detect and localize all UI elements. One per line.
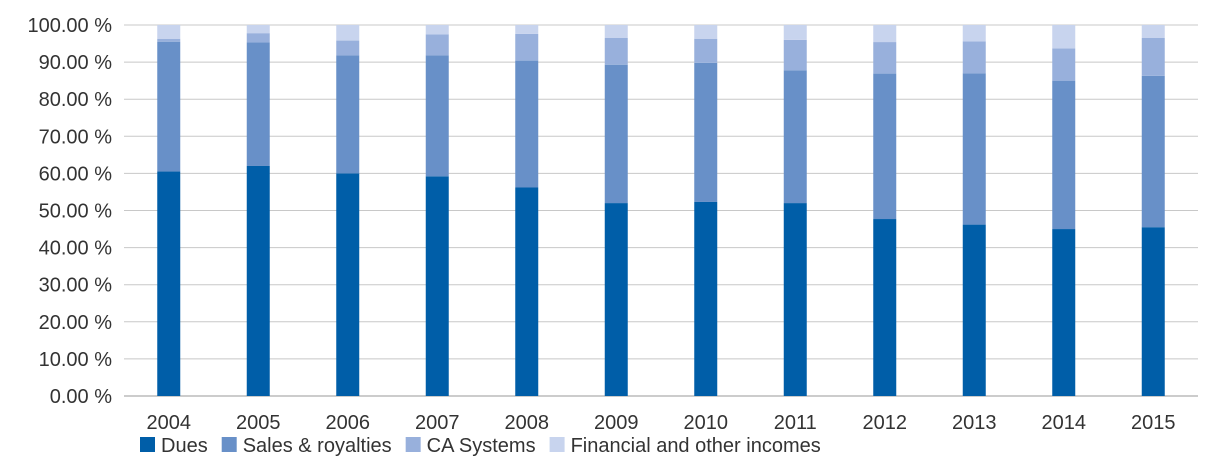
bar-segment — [425, 176, 449, 396]
bar-segment — [1052, 25, 1076, 49]
x-tick-label: 2014 — [1042, 412, 1087, 434]
y-tick-label: 10.00 % — [39, 349, 113, 371]
bar-segment — [157, 41, 181, 172]
bar-segment — [1141, 25, 1165, 38]
legend: Dues Sales & royalties CA Systems Financial… — [140, 435, 821, 457]
bar-segment — [604, 203, 628, 396]
x-tick-label: 2011 — [774, 412, 817, 434]
x-tick-label: 2009 — [594, 412, 639, 434]
bar-segment — [1052, 80, 1076, 230]
y-axis-ticks: 0.00 % 10.00 % 20.00 % 30.00 % 40.00 % 50.00 … — [27, 15, 112, 408]
bar-segment — [962, 25, 986, 42]
bar-segment — [873, 219, 897, 396]
bar-segment — [157, 25, 181, 39]
bar-segment — [1052, 229, 1076, 396]
bars-layer — [157, 25, 1165, 396]
x-tick-label: 2004 — [147, 412, 192, 434]
y-tick-label: 80.00 % — [39, 89, 113, 111]
bar-segment — [425, 25, 449, 35]
bar-segment — [246, 25, 270, 34]
bar-segment — [783, 203, 807, 396]
y-tick-label: 60.00 % — [39, 163, 113, 185]
legend-label: CA Systems — [427, 435, 536, 457]
bar-segment — [962, 224, 986, 396]
bar-segment — [604, 25, 628, 38]
bar-segment — [246, 33, 270, 43]
x-tick-label: 2005 — [236, 412, 281, 434]
grid-layer — [124, 24, 1198, 397]
bar-segment — [604, 64, 628, 204]
legend-swatch — [405, 437, 421, 452]
bar-segment — [246, 165, 270, 396]
legend-swatch — [221, 437, 237, 452]
y-tick-label: 40.00 % — [39, 238, 113, 260]
x-tick-label: 2015 — [1131, 412, 1176, 434]
bar-segment — [783, 25, 807, 40]
bar-segment — [694, 25, 718, 39]
bar-segment — [425, 34, 449, 56]
legend-label: Financial and other incomes — [571, 435, 821, 457]
y-tick-label: 50.00 % — [39, 201, 113, 223]
legend-label: Sales & royalties — [243, 435, 392, 457]
bar-segment — [873, 73, 897, 220]
bar-segment — [515, 60, 539, 188]
bar-segment — [336, 25, 360, 41]
bar-segment — [604, 37, 628, 65]
y-tick-label: 30.00 % — [39, 275, 113, 297]
bar-segment — [873, 42, 897, 74]
bar-segment — [336, 173, 360, 396]
bar-segment — [515, 25, 539, 34]
x-tick-label: 2012 — [863, 412, 908, 434]
bar-segment — [962, 41, 986, 74]
bar-segment — [783, 39, 807, 71]
bar-segment — [1141, 37, 1165, 76]
bar-segment — [336, 40, 360, 56]
y-tick-label: 70.00 % — [39, 126, 113, 148]
y-tick-label: 0.00 % — [50, 386, 112, 408]
bar-segment — [962, 73, 986, 225]
bar-segment — [694, 38, 718, 63]
bar-segment — [1141, 227, 1165, 396]
legend-swatch — [549, 437, 565, 452]
bar-segment — [336, 55, 360, 174]
y-tick-label: 100.00 % — [27, 15, 112, 37]
x-axis-ticks: 2004 2005 2006 2007 2008 2009 2010 2011 2012 2013… — [147, 412, 1176, 434]
bar-segment — [157, 171, 181, 396]
bar-segment — [873, 25, 897, 43]
bar-segment — [783, 70, 807, 204]
x-tick-label: 2013 — [952, 412, 997, 434]
bar-segment — [694, 201, 718, 396]
bar-segment — [246, 42, 270, 166]
bar-segment — [1052, 48, 1076, 81]
bar-segment — [157, 38, 181, 42]
legend-label: Dues — [161, 435, 208, 457]
bar-segment — [515, 33, 539, 61]
y-tick-label: 90.00 % — [39, 52, 113, 74]
x-tick-label: 2007 — [415, 412, 460, 434]
y-tick-label: 20.00 % — [39, 312, 113, 334]
bar-segment — [515, 187, 539, 396]
bar-segment — [694, 62, 718, 202]
x-tick-label: 2010 — [684, 412, 729, 434]
x-tick-label: 2008 — [505, 412, 550, 434]
bar-segment — [425, 55, 449, 177]
x-tick-label: 2006 — [326, 412, 371, 434]
legend-swatch — [140, 437, 155, 452]
bar-segment — [1141, 75, 1165, 228]
